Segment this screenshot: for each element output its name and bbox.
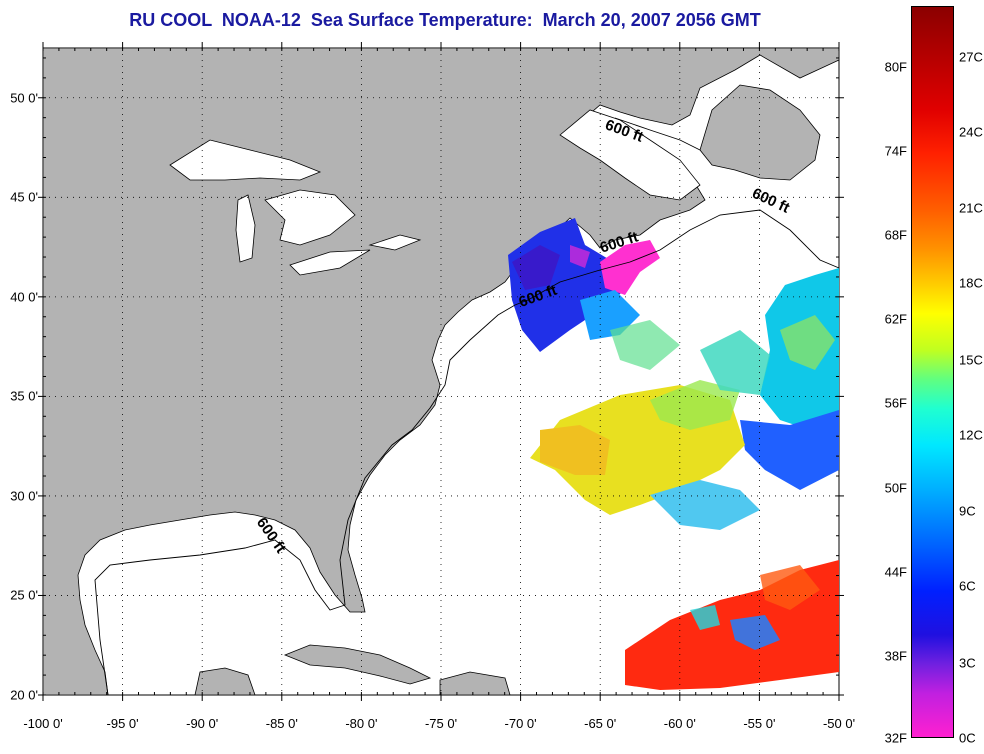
- isobath-600ft-gulf-st-lawrence: [614, 117, 701, 151]
- land-yucatan: [194, 667, 256, 696]
- latitude-label: 45 0': [10, 189, 38, 205]
- temperature-colorbar: [911, 6, 954, 738]
- colorbar-label: 62F: [884, 311, 907, 327]
- longitude-label: -60 0': [663, 716, 696, 731]
- longitude-label: -80 0': [345, 716, 378, 731]
- longitude-label: -70 0': [504, 716, 537, 731]
- map-ticks: [38, 42, 844, 701]
- colorbar-label: 38F: [884, 648, 907, 664]
- latitude-label: 25 0': [10, 587, 38, 603]
- colorbar-label: 80F: [884, 59, 907, 75]
- latitude-label: 50 0': [10, 90, 38, 106]
- isobath-600ft: [94, 209, 840, 696]
- land-cuba: [283, 644, 432, 685]
- longitude-label: -90 0': [186, 716, 219, 731]
- colorbar-label: 6C: [959, 578, 976, 594]
- land-hispaniola: [439, 671, 511, 696]
- colorbar-label: 68F: [884, 227, 907, 243]
- land-newfoundland: [699, 84, 821, 181]
- longitude-label: -85 0': [265, 716, 298, 731]
- colorbar-label: 12C: [959, 427, 983, 443]
- longitude-label: -95 0': [106, 716, 139, 731]
- colorbar-label: 32F: [884, 730, 907, 746]
- latitude-label: 20 0': [10, 687, 38, 703]
- longitude-label: -100 0': [23, 716, 63, 731]
- map-title: RU COOL NOAA-12 Sea Surface Temperature:…: [129, 10, 761, 30]
- great-lakes: [169, 139, 422, 276]
- colorbar-label: 18C: [959, 275, 983, 291]
- longitude-label: -65 0': [584, 716, 617, 731]
- sst-data: [508, 218, 839, 690]
- colorbar-label: 50F: [884, 480, 907, 496]
- colorbar-label: 24C: [959, 124, 983, 140]
- colorbar-label: 44F: [884, 564, 907, 580]
- latitude-label: 40 0': [10, 289, 38, 305]
- longitude-label: -50 0': [822, 716, 856, 731]
- colorbar-label: 27C: [959, 49, 983, 64]
- colorbar-label: 21C: [959, 200, 983, 216]
- colorbar-label: 9C: [959, 503, 976, 519]
- latitude-label: 35 0': [10, 388, 38, 404]
- colorbar-label: 56F: [884, 395, 907, 411]
- map-grid: [43, 48, 839, 695]
- colorbar-label: 74F: [884, 143, 907, 159]
- longitude-label: -75 0': [424, 716, 458, 731]
- longitude-label: -55 0': [743, 716, 776, 731]
- colorbar-label: 0C: [959, 730, 976, 746]
- colorbar-label: 15C: [959, 352, 983, 368]
- latitude-label: 30 0': [10, 488, 38, 504]
- colorbar-label: 3C: [959, 655, 976, 671]
